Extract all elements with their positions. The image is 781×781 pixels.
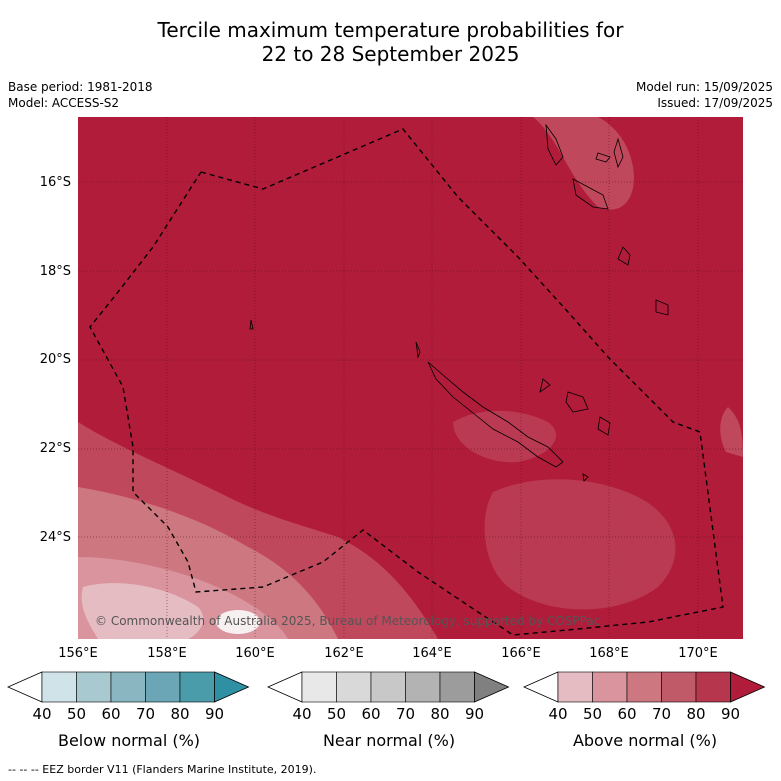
colorbar-low-extend xyxy=(523,671,559,703)
colorbar-segment xyxy=(110,671,146,703)
colorbar-tick: 90 xyxy=(464,705,485,723)
colorbar-segment xyxy=(592,671,628,703)
below-normal-label: Below normal (%) xyxy=(57,731,201,750)
shade-region-4 xyxy=(81,583,204,639)
efate-island xyxy=(617,246,631,266)
base-period: Base period: 1981-2018 xyxy=(8,80,153,94)
lat-label-24s: 24°S xyxy=(39,530,71,545)
lat-label-20s: 20°S xyxy=(39,352,71,367)
map-plot xyxy=(78,117,743,639)
colorbar-tick: 70 xyxy=(135,705,156,723)
colorbar-tick: 90 xyxy=(204,705,225,723)
lon-label-166e: 166°E xyxy=(501,646,541,661)
colorbar-high-extend xyxy=(214,671,250,703)
colorbar-segment xyxy=(179,671,215,703)
islet-belep xyxy=(415,341,421,359)
near-normal-label: Near normal (%) xyxy=(322,731,456,750)
colorbar-segment xyxy=(695,671,731,703)
above-normal-label: Above normal (%) xyxy=(572,731,718,750)
colorbar-tick: 80 xyxy=(170,705,190,723)
lat-label-22s: 22°S xyxy=(39,441,71,456)
colorbar-segment xyxy=(145,671,181,703)
espiritu-santo-island xyxy=(545,123,564,166)
colorbar-2 xyxy=(523,671,766,703)
shade-region-6 xyxy=(484,479,676,610)
colorbar-tick: 80 xyxy=(686,705,706,723)
colorbar-tick: 70 xyxy=(651,705,672,723)
lon-label-170e: 170°E xyxy=(678,646,718,661)
title-line-2: 22 to 28 September 2025 xyxy=(261,42,520,66)
tanna-island xyxy=(655,299,669,316)
eez-footnote: -- -- -- EEZ border V11 (Flanders Marine… xyxy=(8,763,317,776)
shade-region-9 xyxy=(720,407,743,457)
colorbar-tick: 80 xyxy=(430,705,450,723)
colorbar-tick: 50 xyxy=(326,705,347,723)
graticule xyxy=(78,117,743,639)
model-run: Model run: 15/09/2025 xyxy=(635,80,773,94)
lon-label-168e: 168°E xyxy=(589,646,629,661)
colorbar-segment xyxy=(626,671,662,703)
colorbar-segment xyxy=(76,671,112,703)
model-name: Model: ACCESS-S2 xyxy=(8,96,120,110)
shade-region-5 xyxy=(216,610,260,634)
colorbar-tick: 40 xyxy=(292,705,312,723)
colorbar-tick: 70 xyxy=(395,705,416,723)
colorbar-segment xyxy=(439,671,475,703)
colorbar-tick: 50 xyxy=(66,705,87,723)
lon-label-160e: 160°E xyxy=(235,646,275,661)
colorbar-segment xyxy=(661,671,697,703)
maewo-island xyxy=(613,137,624,169)
colorbar-high-extend xyxy=(730,671,766,703)
colorbar-tick: 90 xyxy=(720,705,741,723)
meta-right: Model run: 15/09/2025 Issued: 17/09/2025 xyxy=(636,79,773,111)
lat-label-18s: 18°S xyxy=(39,264,71,279)
title-line-1: Tercile maximum temperature probabilitie… xyxy=(157,18,624,42)
colorbar-high-extend xyxy=(474,671,510,703)
colorbar-low-extend xyxy=(7,671,43,703)
map-title: Tercile maximum temperature probabilitie… xyxy=(0,18,781,66)
colorbar-segment xyxy=(41,671,77,703)
colorbar-tick: 40 xyxy=(32,705,52,723)
colorbar-tick: 60 xyxy=(361,705,381,723)
lifou-island xyxy=(565,391,589,413)
issued-date: Issued: 17/09/2025 xyxy=(657,96,773,110)
shade-region-7 xyxy=(453,410,557,463)
copyright-notice: © Commonwealth of Australia 2025, Bureau… xyxy=(95,614,601,628)
malekula-island xyxy=(572,178,609,210)
colorbar-tick: 50 xyxy=(582,705,603,723)
colorbar-segment xyxy=(405,671,441,703)
lon-label-156e: 156°E xyxy=(58,646,98,661)
colorbar-tick: 60 xyxy=(101,705,121,723)
colorbar-segment xyxy=(370,671,406,703)
colorbar-low-extend xyxy=(267,671,303,703)
lon-label-162e: 162°E xyxy=(324,646,364,661)
colorbar-1 xyxy=(267,671,510,703)
colorbar-tick: 60 xyxy=(617,705,637,723)
ouvea-island xyxy=(539,378,551,393)
lat-label-16s: 16°S xyxy=(39,175,71,190)
new-caledonia-island xyxy=(427,361,564,468)
colorbars xyxy=(7,671,766,703)
ambae-island xyxy=(595,152,611,163)
coastlines xyxy=(249,123,669,482)
colorbar-segment xyxy=(301,671,337,703)
colorbar-tick: 40 xyxy=(548,705,568,723)
meta-left: Base period: 1981-2018 Model: ACCESS-S2 xyxy=(8,79,153,111)
lon-label-158e: 158°E xyxy=(147,646,187,661)
chesterfield-islet xyxy=(249,319,254,330)
colorbar-segment xyxy=(336,671,372,703)
colorbar-segment xyxy=(557,671,593,703)
colorbar-0 xyxy=(7,671,250,703)
isle-of-pines xyxy=(582,473,589,482)
lon-label-164e: 164°E xyxy=(412,646,452,661)
eez-border xyxy=(89,128,724,636)
mare-island xyxy=(597,416,611,436)
